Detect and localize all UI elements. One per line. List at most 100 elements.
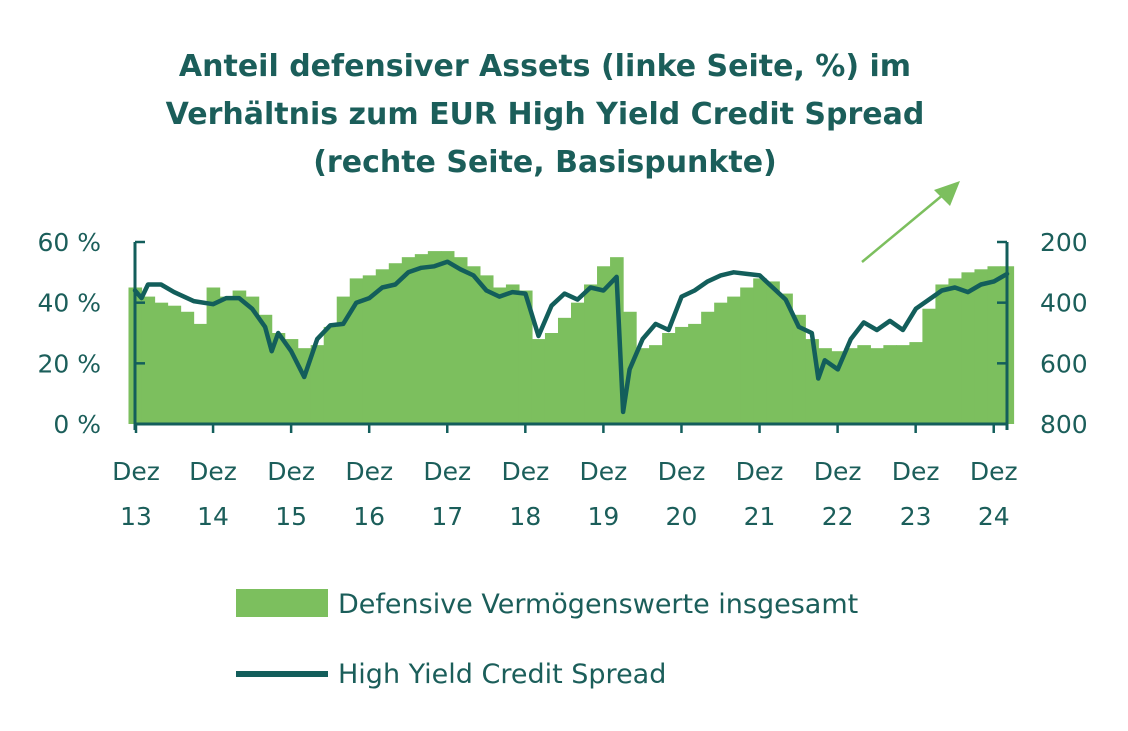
spread-point [380,285,385,290]
spread-point [718,273,723,278]
spread-point [770,285,775,290]
bar [883,345,897,424]
bar [974,269,989,424]
bar [766,281,780,424]
spread-point [836,367,840,372]
spread-point [354,300,359,305]
bar [388,263,403,424]
y-right-tick-label: 200 [1040,228,1088,257]
x-tick-label-year: 15 [275,502,307,531]
x-tick-label-month: Dez [267,457,315,486]
spread-point [901,328,905,332]
bar [167,305,182,424]
spread-point [191,299,196,303]
spread-point [471,273,476,278]
bar [714,302,728,424]
spread-point [953,285,957,290]
x-tick-label-year: 19 [587,502,619,531]
chart-title: Anteil defensiver Assets (linke Seite, %… [166,49,925,180]
spread-point [692,288,697,293]
bar [453,257,468,424]
bar [206,287,221,424]
y-left-tick-label: 60 % [37,228,101,257]
bar [401,257,416,424]
spread-point [536,334,541,338]
bar [688,323,702,424]
spread-point [159,282,163,287]
trend-arrow-shaft [861,193,945,263]
spread-point [731,270,736,275]
bar-series [128,251,1015,424]
spread-point [146,282,150,287]
spread-point [315,337,320,341]
chart-title-line-3: (rechte Seite, Basispunkte) [313,145,777,180]
bar [245,296,260,424]
bar [584,284,598,424]
spread-point [523,291,528,296]
spread-point [588,285,593,290]
spread-point [809,331,814,335]
spread-point [705,279,710,284]
spread-point [992,279,996,284]
spread-point [224,296,228,300]
x-tick-label-month: Dez [189,457,237,486]
bar [961,272,976,424]
bar [896,345,910,424]
spread-point [562,291,567,296]
y-right-tick-label: 800 [1040,410,1088,439]
bar [649,345,663,424]
spread-point [393,282,398,287]
bar [662,333,676,424]
bar [349,278,364,424]
spread-point [172,290,176,294]
spread-point [510,290,515,294]
bar [753,278,767,424]
x-tick-label-month: Dez [423,457,471,486]
x-tick-label-month: Dez [580,457,628,486]
bar [531,339,546,424]
chart-title-line-2: Verhältnis zum EUR High Yield Credit Spr… [166,97,925,132]
spread-point [875,328,879,332]
bar [805,339,819,424]
x-tick-label-month: Dez [892,457,940,486]
bar [518,290,533,424]
spread-point [940,288,944,293]
spread-point [419,265,424,270]
y-left-tick-label: 40 % [37,289,101,318]
spread-point [653,322,658,326]
spread-point [640,337,645,341]
x-tick-label-year: 21 [744,502,776,531]
spread-point [341,322,346,326]
bar [232,290,247,424]
line-series [132,259,1010,415]
spread-point [497,294,502,299]
x-tick-label-year: 18 [509,502,541,531]
bar [935,284,950,424]
x-tick-label-month: Dez [345,457,393,486]
x-tick-label-year: 20 [666,502,698,531]
x-tick-label-month: Dez [112,457,160,486]
y-left-tick-label: 20 % [37,349,101,378]
bar [779,293,793,424]
x-tick-label-year: 14 [197,502,229,531]
y-right-tick-label: 600 [1040,349,1088,378]
x-tick-label-month: Dez [970,457,1018,486]
bar [505,284,520,424]
spread-point [328,323,333,328]
spread-point [627,367,632,372]
trend-arrow-head [934,181,960,206]
bar [701,311,715,424]
x-tick-label-month: Dez [658,457,706,486]
bar [948,278,963,424]
bar [557,317,572,424]
bar [375,269,390,424]
spread-point [822,358,827,363]
bar [219,296,234,424]
spread-point [849,337,853,341]
spread-point [445,259,450,264]
bar [492,287,507,424]
spread-point [979,282,983,287]
spread-point [458,267,463,272]
